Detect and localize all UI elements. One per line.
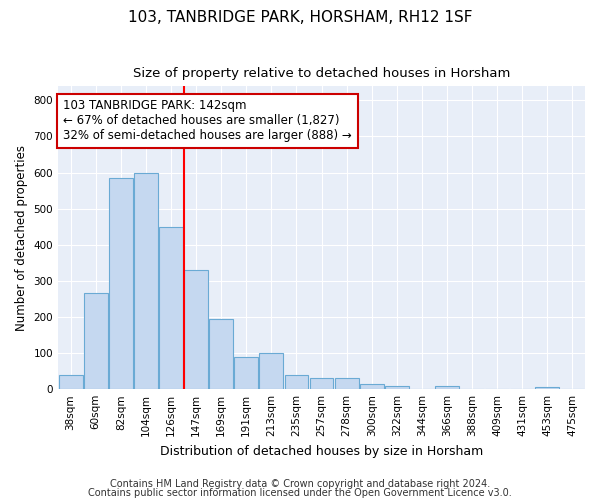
Bar — [360, 384, 383, 389]
Bar — [184, 270, 208, 389]
Bar — [134, 172, 158, 389]
X-axis label: Distribution of detached houses by size in Horsham: Distribution of detached houses by size … — [160, 444, 483, 458]
Bar — [284, 376, 308, 389]
Bar — [259, 353, 283, 389]
Text: 103 TANBRIDGE PARK: 142sqm
← 67% of detached houses are smaller (1,827)
32% of s: 103 TANBRIDGE PARK: 142sqm ← 67% of deta… — [64, 100, 352, 142]
Text: 103, TANBRIDGE PARK, HORSHAM, RH12 1SF: 103, TANBRIDGE PARK, HORSHAM, RH12 1SF — [128, 10, 472, 25]
Bar — [435, 386, 459, 389]
Bar — [109, 178, 133, 389]
Text: Contains public sector information licensed under the Open Government Licence v3: Contains public sector information licen… — [88, 488, 512, 498]
Y-axis label: Number of detached properties: Number of detached properties — [15, 144, 28, 330]
Bar — [209, 319, 233, 389]
Bar — [335, 378, 359, 389]
Bar — [310, 378, 334, 389]
Text: Contains HM Land Registry data © Crown copyright and database right 2024.: Contains HM Land Registry data © Crown c… — [110, 479, 490, 489]
Bar — [59, 376, 83, 389]
Bar — [385, 386, 409, 389]
Bar — [235, 356, 258, 389]
Bar — [535, 388, 559, 389]
Title: Size of property relative to detached houses in Horsham: Size of property relative to detached ho… — [133, 68, 510, 80]
Bar — [159, 226, 183, 389]
Bar — [84, 294, 107, 389]
